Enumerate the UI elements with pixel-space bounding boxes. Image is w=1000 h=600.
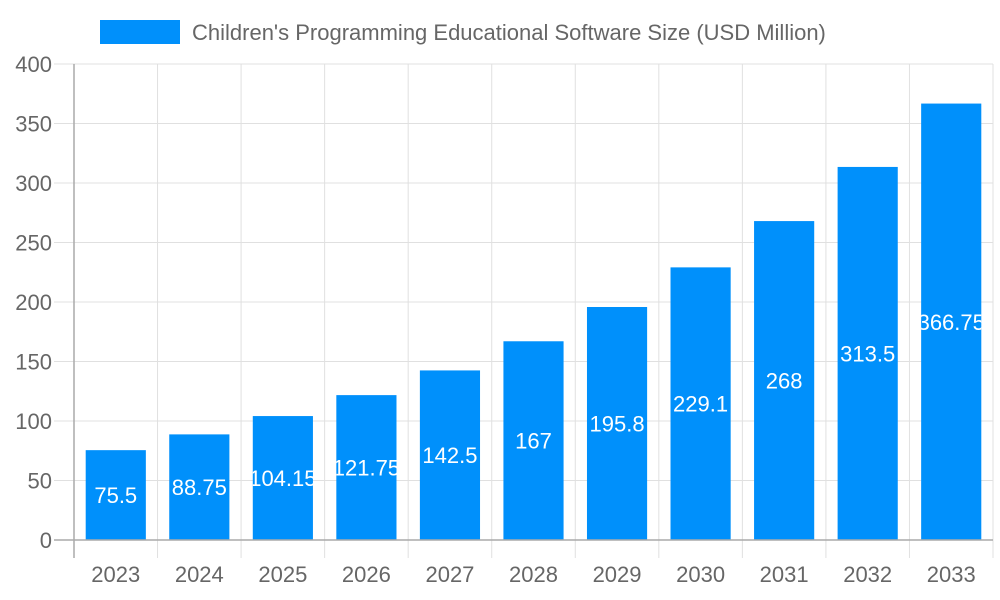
bar <box>670 267 731 540</box>
y-tick-label: 0 <box>40 528 52 553</box>
bar-value-label: 88.75 <box>172 475 227 500</box>
legend[interactable]: Children's Programming Educational Softw… <box>100 20 826 45</box>
bar <box>169 434 230 540</box>
bar <box>419 370 481 540</box>
legend-swatch[interactable] <box>100 20 180 44</box>
bar-value-label: 104.15 <box>249 466 316 491</box>
bar-value-label: 313.5 <box>840 341 895 366</box>
bar <box>586 306 648 540</box>
x-tick-label: 2033 <box>927 562 976 587</box>
x-tick-label: 2023 <box>91 562 140 587</box>
y-tick-label: 400 <box>15 52 52 77</box>
x-tick-label: 2032 <box>843 562 892 587</box>
bar <box>837 166 898 540</box>
y-tick-label: 150 <box>15 350 52 375</box>
y-tick-label: 300 <box>15 171 52 196</box>
y-tick-label: 200 <box>15 290 52 315</box>
bar <box>503 341 564 540</box>
x-tick-label: 2028 <box>509 562 558 587</box>
bar-value-label: 121.75 <box>333 456 400 481</box>
x-tick-label: 2030 <box>676 562 725 587</box>
axes: 0 50 100 150 200 250 300 350 400 2023 2024 2025 2026… <box>15 52 993 587</box>
y-tick-label: 50 <box>28 469 52 494</box>
x-tick-label: 2029 <box>593 562 642 587</box>
grid <box>54 63 994 558</box>
bar-value-label: 75.5 <box>94 483 137 508</box>
bar-value-label: 167 <box>515 429 552 454</box>
bar <box>921 103 982 540</box>
bar-value-label: 142.5 <box>422 443 477 468</box>
bars: 75.5 88.75 104.15 121.75 142.5 167 195.8 229.1 2… <box>85 103 985 540</box>
x-tick-label: 2026 <box>342 562 391 587</box>
bar <box>252 416 313 540</box>
x-tick-label: 2025 <box>258 562 307 587</box>
bar <box>85 450 146 540</box>
bar-value-label: 229.1 <box>673 392 728 417</box>
y-tick-label: 100 <box>15 409 52 434</box>
legend-label[interactable]: Children's Programming Educational Softw… <box>192 20 826 45</box>
x-tick-label: 2031 <box>760 562 809 587</box>
bar-value-label: 195.8 <box>590 411 645 436</box>
x-tick-label: 2024 <box>175 562 224 587</box>
y-tick-label: 250 <box>15 231 52 256</box>
bar-value-label: 268 <box>766 369 803 394</box>
y-tick-label: 350 <box>15 112 52 137</box>
bar <box>754 221 815 540</box>
bar-value-label: 366.75 <box>918 310 985 335</box>
x-tick-label: 2027 <box>425 562 474 587</box>
bar <box>336 395 397 540</box>
